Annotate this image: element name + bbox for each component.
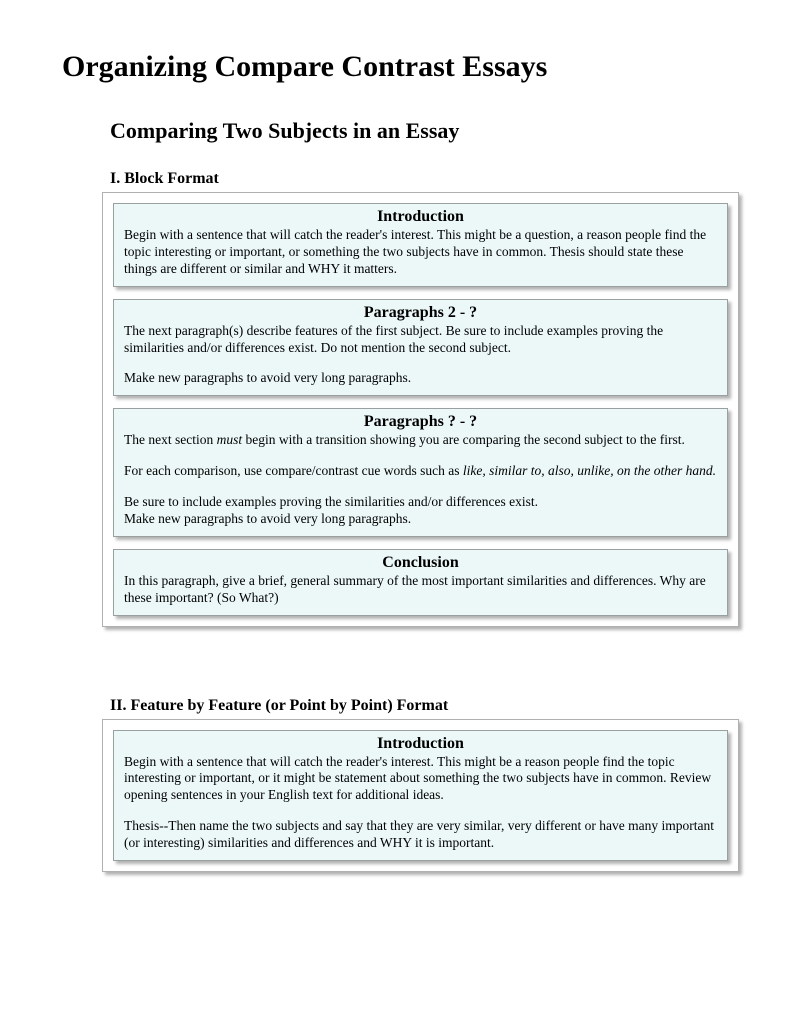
box-paragraph: In this paragraph, give a brief, general…: [124, 573, 717, 607]
box-heading: Introduction: [124, 735, 717, 753]
section-1-header: I. Block Format: [110, 170, 741, 188]
box-paragraph: Make new paragraphs to avoid very long p…: [124, 370, 717, 387]
box-paragraph: Be sure to include examples proving the …: [124, 494, 717, 528]
conclusion-box: Conclusion In this paragraph, give a bri…: [113, 549, 728, 616]
box-paragraph: Thesis--Then name the two subjects and s…: [124, 818, 717, 852]
section-1-frame: Introduction Begin with a sentence that …: [102, 192, 739, 627]
paragraphs-q-box: Paragraphs ? - ? The next section must b…: [113, 408, 728, 537]
document-page: Organizing Compare Contrast Essays Compa…: [0, 0, 791, 912]
box-heading: Paragraphs ? - ?: [124, 413, 717, 431]
box-paragraph: For each comparison, use compare/contras…: [124, 463, 717, 480]
spacer: [62, 627, 741, 697]
section-2-frame: Introduction Begin with a sentence that …: [102, 719, 739, 872]
page-title: Organizing Compare Contrast Essays: [62, 50, 741, 84]
box-paragraph: The next paragraph(s) describe features …: [124, 323, 717, 357]
box-paragraph: Begin with a sentence that will catch th…: [124, 227, 717, 278]
intro-box: Introduction Begin with a sentence that …: [113, 203, 728, 287]
box-paragraph: Begin with a sentence that will catch th…: [124, 754, 717, 805]
box-heading: Paragraphs 2 - ?: [124, 304, 717, 322]
intro-box-2: Introduction Begin with a sentence that …: [113, 730, 728, 861]
box-heading: Conclusion: [124, 554, 717, 572]
paragraphs-2-box: Paragraphs 2 - ? The next paragraph(s) d…: [113, 299, 728, 397]
page-subtitle: Comparing Two Subjects in an Essay: [110, 118, 741, 144]
box-heading: Introduction: [124, 208, 717, 226]
section-2-header: II. Feature by Feature (or Point by Poin…: [110, 697, 741, 715]
box-paragraph: The next section must begin with a trans…: [124, 432, 717, 449]
